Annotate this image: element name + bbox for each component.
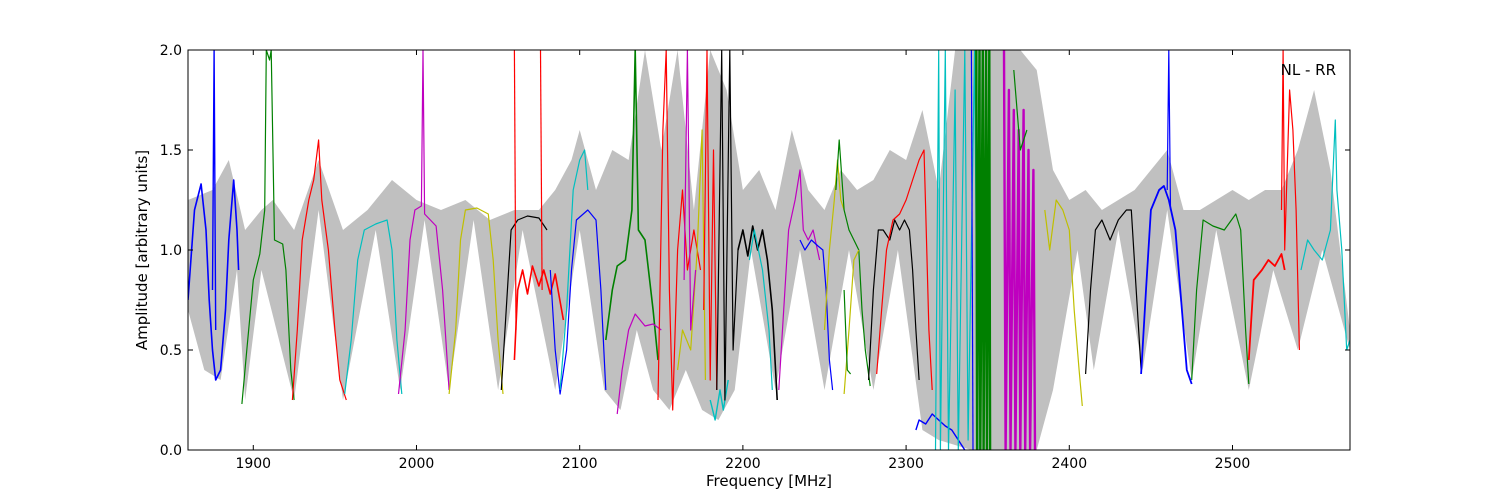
series-line-12: [559, 149, 589, 391]
series-line-18: [703, 50, 718, 391]
series-line-16: [677, 129, 706, 381]
series-line-44: [1300, 119, 1350, 351]
series-line-38: [1085, 209, 1142, 375]
series-line-28: [843, 289, 852, 375]
series-line-15: [657, 50, 702, 411]
x-tick-label: 1900: [235, 456, 271, 472]
series-line-0: [188, 179, 240, 381]
y-tick-label: 0.0: [160, 443, 182, 459]
series-line-11: [549, 209, 607, 395]
series-line-39: [1140, 185, 1193, 385]
series-line-9: [513, 50, 517, 331]
x-tick-label: 2300: [888, 456, 924, 472]
series-line-5: [397, 50, 450, 395]
series-line-21: [737, 225, 778, 401]
series-line-3: [291, 139, 347, 401]
series-line-2: [241, 50, 295, 405]
x-tick-label: 2200: [725, 456, 761, 472]
series-line-14: [616, 313, 662, 415]
series-line-25: [823, 159, 845, 331]
series-line-42: [1247, 253, 1286, 361]
y-axis-label: Amplitude [arbitrary units]: [133, 150, 151, 350]
series-line-30: [876, 149, 933, 391]
x-tick-label: 2000: [399, 456, 435, 472]
series-line-26: [835, 139, 871, 387]
series-line-13: [605, 50, 659, 361]
series-line-34: [970, 50, 974, 450]
legend-annotation: NL - RR: [1281, 61, 1336, 79]
series-line-36: [1013, 69, 1028, 151]
series-line-31: [915, 413, 966, 450]
envelope-band: [188, 50, 1350, 450]
series-line-4: [344, 219, 403, 395]
series-line-10: [539, 50, 543, 291]
series-line-40: [1166, 50, 1172, 211]
x-tick-label: 2500: [1215, 456, 1251, 472]
series-line-29: [868, 219, 920, 381]
y-tick-label: 2.0: [160, 43, 182, 59]
y-tick-label: 1.5: [160, 143, 182, 159]
series-line-33: [975, 50, 992, 450]
series-line-1: [211, 50, 217, 331]
series-line-32: [934, 50, 979, 450]
x-tick-label: 2100: [562, 456, 598, 472]
envelope-layer: [188, 50, 1350, 450]
series-line-17: [683, 50, 697, 331]
series-line-6: [448, 207, 504, 395]
series-line-7: [500, 215, 548, 391]
series-line-8: [513, 265, 565, 361]
series-line-22: [748, 229, 773, 391]
series-layer: [188, 50, 1350, 450]
x-tick-label: 2400: [1051, 456, 1087, 472]
series-line-24: [799, 239, 834, 391]
series-line-35: [1002, 50, 1037, 450]
series-line-20: [716, 50, 739, 401]
x-axis-label: Frequency [MHz]: [706, 472, 832, 490]
ticks-layer: 1900 2000 2100 2200 2300 2400 2500 0.0 0.5 1.0 1.5…: [160, 43, 1350, 472]
series-line-37: [1044, 199, 1083, 407]
y-tick-label: 0.5: [160, 343, 182, 359]
y-tick-label: 1.0: [160, 243, 182, 259]
series-line-23: [778, 169, 821, 391]
series-line-41: [1191, 213, 1250, 385]
series-line-43: [1280, 50, 1300, 351]
